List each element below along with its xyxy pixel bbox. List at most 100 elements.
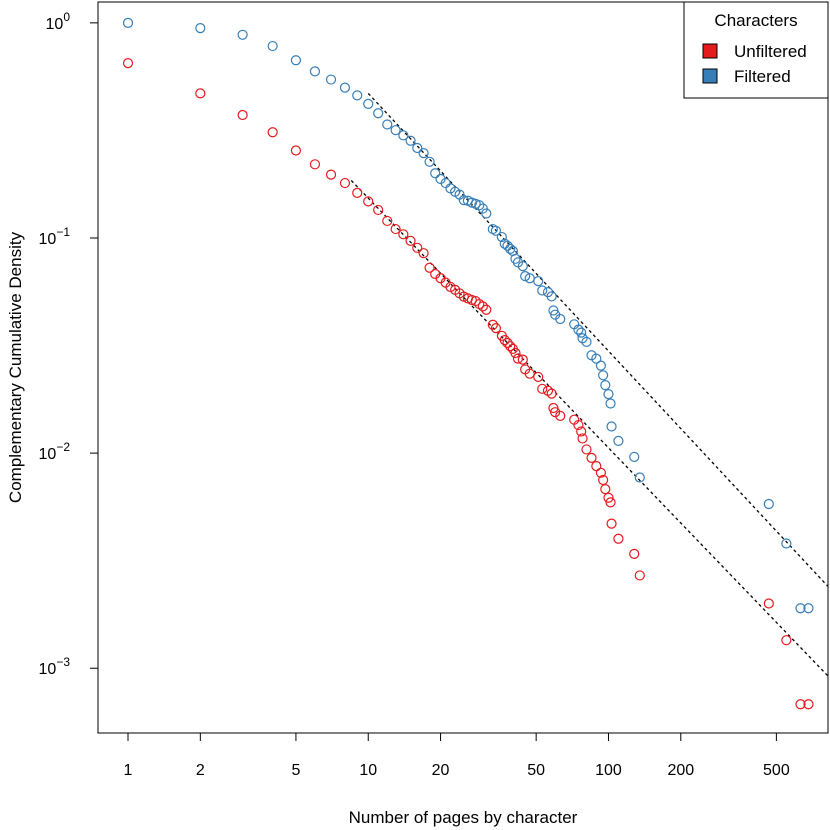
x-tick-label: 500 bbox=[763, 762, 790, 779]
data-point bbox=[352, 90, 363, 101]
data-point bbox=[290, 55, 302, 66]
data-point bbox=[382, 119, 393, 130]
data-point bbox=[309, 159, 321, 170]
data-point bbox=[586, 452, 597, 464]
data-points bbox=[122, 17, 814, 710]
data-point bbox=[512, 353, 524, 364]
data-point bbox=[352, 187, 363, 199]
data-point bbox=[373, 204, 384, 216]
data-point bbox=[487, 319, 498, 330]
y-axis-label: Complementary Cumulative Density bbox=[6, 231, 25, 503]
data-point bbox=[477, 301, 488, 312]
data-point bbox=[542, 385, 554, 396]
data-point bbox=[533, 276, 544, 287]
data-point bbox=[267, 40, 278, 52]
fit-line bbox=[350, 180, 829, 677]
data-point bbox=[555, 313, 566, 325]
data-point bbox=[490, 225, 502, 236]
data-point bbox=[424, 262, 435, 273]
data-point bbox=[795, 699, 806, 710]
data-point bbox=[634, 570, 645, 581]
data-point bbox=[237, 109, 248, 121]
data-point bbox=[517, 261, 528, 272]
data-point bbox=[573, 419, 584, 431]
data-point bbox=[510, 347, 521, 359]
data-point bbox=[502, 240, 513, 251]
data-point bbox=[481, 304, 492, 315]
data-point bbox=[505, 341, 516, 352]
data-point bbox=[634, 472, 645, 483]
data-point bbox=[290, 145, 302, 156]
data-point bbox=[363, 196, 374, 207]
data-point bbox=[533, 371, 544, 383]
x-tick-label: 20 bbox=[432, 762, 450, 779]
data-point bbox=[405, 135, 416, 146]
data-point bbox=[237, 29, 248, 40]
y-axis: 100 10−1 10−2 10−3 bbox=[39, 10, 99, 678]
x-tick-label: 1 bbox=[124, 762, 133, 779]
data-point bbox=[390, 125, 401, 136]
data-point bbox=[600, 380, 611, 391]
data-point bbox=[470, 295, 481, 307]
data-point bbox=[591, 353, 602, 364]
y-tick-label: 10−1 bbox=[39, 225, 71, 248]
data-point bbox=[591, 461, 602, 472]
data-point bbox=[418, 148, 429, 159]
data-point bbox=[499, 335, 510, 346]
data-point bbox=[481, 208, 492, 219]
data-point bbox=[122, 57, 134, 69]
data-point bbox=[405, 235, 416, 246]
data-point bbox=[195, 23, 206, 34]
series-filtered bbox=[122, 17, 814, 614]
data-point bbox=[390, 223, 401, 235]
data-point bbox=[581, 336, 592, 347]
data-point bbox=[398, 130, 409, 141]
data-point bbox=[605, 497, 616, 508]
data-point bbox=[600, 484, 611, 495]
x-axis-label: Number of pages by character bbox=[349, 808, 578, 827]
data-point bbox=[595, 360, 607, 371]
data-point bbox=[763, 498, 774, 510]
series-unfiltered bbox=[122, 57, 814, 710]
plot-area-frame bbox=[97, 1, 829, 734]
data-point bbox=[606, 518, 617, 529]
data-point bbox=[550, 407, 561, 418]
legend-entry-label: Unfiltered bbox=[734, 42, 807, 61]
legend: Characters Unfiltered Filtered bbox=[683, 1, 829, 99]
data-point bbox=[430, 168, 441, 179]
data-point bbox=[795, 603, 806, 614]
data-point bbox=[576, 426, 587, 437]
data-point bbox=[606, 421, 617, 432]
data-point bbox=[490, 323, 502, 334]
data-point bbox=[598, 474, 609, 486]
data-point bbox=[573, 324, 584, 335]
data-point bbox=[520, 270, 531, 282]
data-point bbox=[309, 66, 321, 77]
data-point bbox=[581, 444, 592, 455]
data-point bbox=[595, 467, 607, 478]
data-point bbox=[474, 200, 485, 211]
data-point bbox=[781, 538, 792, 549]
data-point bbox=[629, 548, 640, 560]
data-point bbox=[373, 108, 384, 119]
data-point bbox=[603, 492, 614, 503]
data-point bbox=[412, 242, 423, 253]
data-point bbox=[629, 451, 640, 463]
x-tick-label: 5 bbox=[291, 762, 300, 779]
data-point bbox=[546, 388, 557, 399]
x-tick-label: 50 bbox=[527, 762, 545, 779]
data-point bbox=[195, 88, 206, 99]
fit-lines bbox=[350, 92, 829, 677]
data-point bbox=[499, 238, 510, 249]
data-point bbox=[803, 603, 814, 614]
data-point bbox=[613, 435, 624, 446]
data-point bbox=[325, 169, 337, 180]
x-tick-label: 2 bbox=[196, 762, 205, 779]
legend-title: Characters bbox=[714, 11, 797, 30]
data-point bbox=[267, 127, 278, 138]
x-tick-label: 100 bbox=[595, 762, 622, 779]
y-tick-label: 10−2 bbox=[39, 440, 71, 463]
data-point bbox=[496, 231, 507, 243]
data-point bbox=[517, 354, 528, 365]
data-point bbox=[603, 389, 614, 400]
